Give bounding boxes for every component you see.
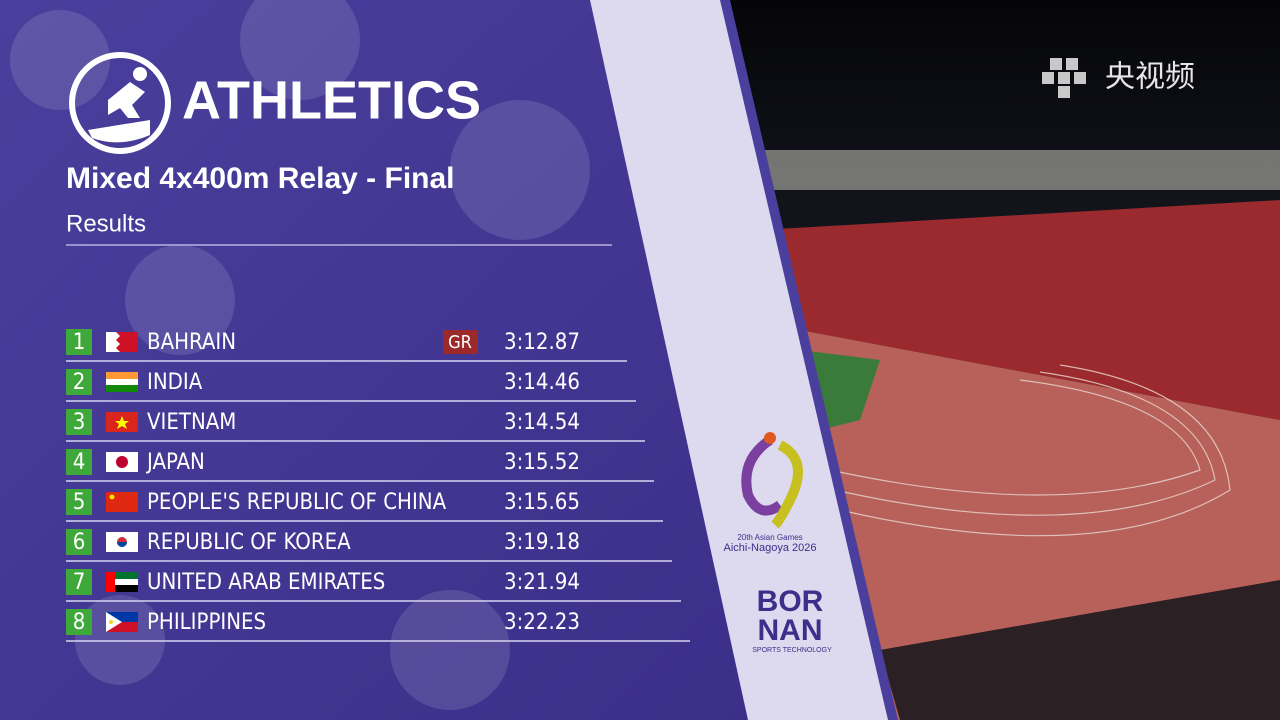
watermark-icon <box>1042 58 1086 98</box>
country: INDIA <box>147 370 203 395</box>
stadium-seats <box>760 200 1280 420</box>
flag <box>106 612 122 632</box>
subtitle: Results <box>66 210 146 237</box>
stadium-roof <box>760 150 1280 190</box>
country: PEOPLE'S REPUBLIC OF CHINA <box>147 490 447 515</box>
flag <box>106 332 120 352</box>
flag <box>106 572 115 592</box>
watermark: 央视频 <box>1105 60 1195 95</box>
time: 3:21.94 <box>504 570 580 595</box>
result-row: 5 PEOPLE'S REPUBLIC OF CHINA 3:15.65 <box>66 489 663 522</box>
rank-badge <box>66 529 92 555</box>
flag <box>106 385 138 392</box>
flag <box>106 612 138 622</box>
sport-icon <box>69 52 171 154</box>
time: 3:14.46 <box>504 370 580 395</box>
time: 3:19.18 <box>504 530 580 555</box>
country: JAPAN <box>145 450 205 475</box>
result-row: 6 REPUBLIC OF KOREA 3:19.18 <box>66 529 672 562</box>
flag <box>117 542 127 547</box>
time: 3:12.87 <box>504 330 580 355</box>
rank: 2 <box>73 370 86 395</box>
flag <box>106 372 138 379</box>
rank-badge <box>66 369 92 395</box>
time: 3:15.65 <box>504 490 580 515</box>
result-row: 7 UNITED ARAB EMIRATES 3:21.94 <box>66 569 681 602</box>
rank-badge <box>66 449 92 475</box>
results-list: 1 BAHRAIN GR 3:12.87 2 INDIA 3:14.46 3 VIETNAM 3:… <box>66 329 690 642</box>
country: REPUBLIC OF KOREA <box>147 530 351 555</box>
rank-badge <box>66 609 92 635</box>
flag <box>106 379 138 385</box>
result-row: 8 PHILIPPINES 3:22.23 <box>66 609 690 642</box>
flag <box>106 572 138 579</box>
rank: 1 <box>73 330 86 355</box>
rank-badge <box>66 409 92 435</box>
rank: 6 <box>73 530 86 555</box>
panel-pattern <box>10 0 590 710</box>
rank: 3 <box>73 410 86 435</box>
stripe-edge <box>720 0 898 720</box>
event-title: Mixed 4x400m Relay - Final <box>66 162 455 195</box>
crowd <box>880 580 1280 720</box>
rank-badge <box>66 329 92 355</box>
stripe <box>585 0 890 720</box>
result-row: 1 BAHRAIN GR 3:12.87 <box>66 329 627 362</box>
games-logo-mark <box>741 435 783 516</box>
flag <box>116 456 128 468</box>
games-logo-mark <box>771 440 803 529</box>
result-row: 2 INDIA 3:14.46 <box>66 369 636 402</box>
result-row: 4 JAPAN 3:15.52 <box>66 449 654 482</box>
flag <box>106 585 138 592</box>
games-logo-text: 20th Asian Games <box>737 533 802 542</box>
country: VIETNAM <box>147 410 236 435</box>
runner-icon <box>88 82 150 143</box>
rank: 5 <box>73 490 86 515</box>
rank: 8 <box>73 610 86 635</box>
flag <box>115 416 129 429</box>
sponsor-tagline: SPORTS TECHNOLOGY <box>752 647 832 654</box>
time: 3:14.54 <box>504 410 580 435</box>
runner-head <box>133 67 147 81</box>
country: UNITED ARAB EMIRATES <box>147 570 385 595</box>
flag <box>106 622 138 632</box>
rank: 7 <box>73 570 86 595</box>
rank-badge <box>66 569 92 595</box>
sport-title: ATHLETICS <box>182 70 481 130</box>
flag <box>109 620 113 624</box>
country: BAHRAIN <box>147 330 236 355</box>
time: 3:15.52 <box>504 450 580 475</box>
rank: 4 <box>73 450 86 475</box>
result-row: 3 VIETNAM 3:14.54 <box>66 409 645 442</box>
flag <box>109 494 115 500</box>
sponsor-logo: BOR <box>757 585 824 618</box>
sponsor-logo: NAN <box>758 614 823 647</box>
flag <box>106 579 138 585</box>
time: 3:22.23 <box>504 610 580 635</box>
rank-badge <box>66 489 92 515</box>
country: PHILIPPINES <box>147 610 266 635</box>
lane-lines <box>829 364 1231 537</box>
results-panel <box>0 0 748 720</box>
games-logo-text: Aichi-Nagoya 2026 <box>724 542 817 554</box>
games-logo-sun <box>764 432 776 444</box>
record-badge <box>443 330 478 354</box>
record: GR <box>448 332 472 353</box>
